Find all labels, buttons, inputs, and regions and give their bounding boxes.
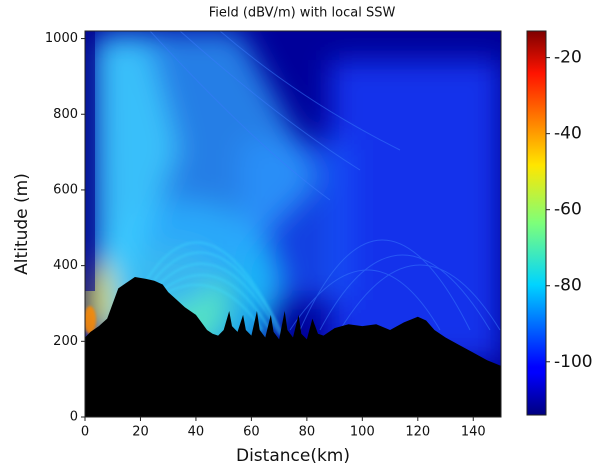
y-tick-label: 600: [53, 182, 78, 197]
plot-frame: [84, 30, 502, 418]
x-axis-label: Distance(km): [236, 446, 350, 466]
x-tick-label: 40: [188, 425, 205, 440]
y-tick-label: 0: [70, 410, 78, 425]
y-tick-label: 800: [53, 107, 78, 122]
x-tick-label: 0: [81, 425, 89, 440]
x-tick-label: 20: [132, 425, 149, 440]
x-tick-label: 60: [243, 425, 260, 440]
y-axis-label: Altitude (m): [12, 173, 32, 275]
x-tick-label: 100: [350, 425, 375, 440]
x-tick-label: 140: [461, 425, 486, 440]
y-tick-label: 200: [53, 334, 78, 349]
colorbar: [526, 30, 547, 416]
chart-title: Field (dBV/m) with local SSW: [209, 6, 396, 21]
field: [85, 31, 501, 417]
colorbar-tick-label: -60: [554, 200, 582, 220]
colorbar-tick-label: -80: [554, 276, 582, 296]
x-tick-label: 80: [299, 425, 316, 440]
y-tick-label: 400: [53, 258, 78, 273]
y-tick-label: 1000: [45, 31, 78, 46]
colorbar-tick-label: -100: [554, 352, 593, 372]
x-tick-label: 120: [405, 425, 430, 440]
terrain: [85, 276, 501, 417]
colorbar-tick-label: -20: [554, 48, 582, 68]
colorbar-tick-label: -40: [554, 124, 582, 144]
